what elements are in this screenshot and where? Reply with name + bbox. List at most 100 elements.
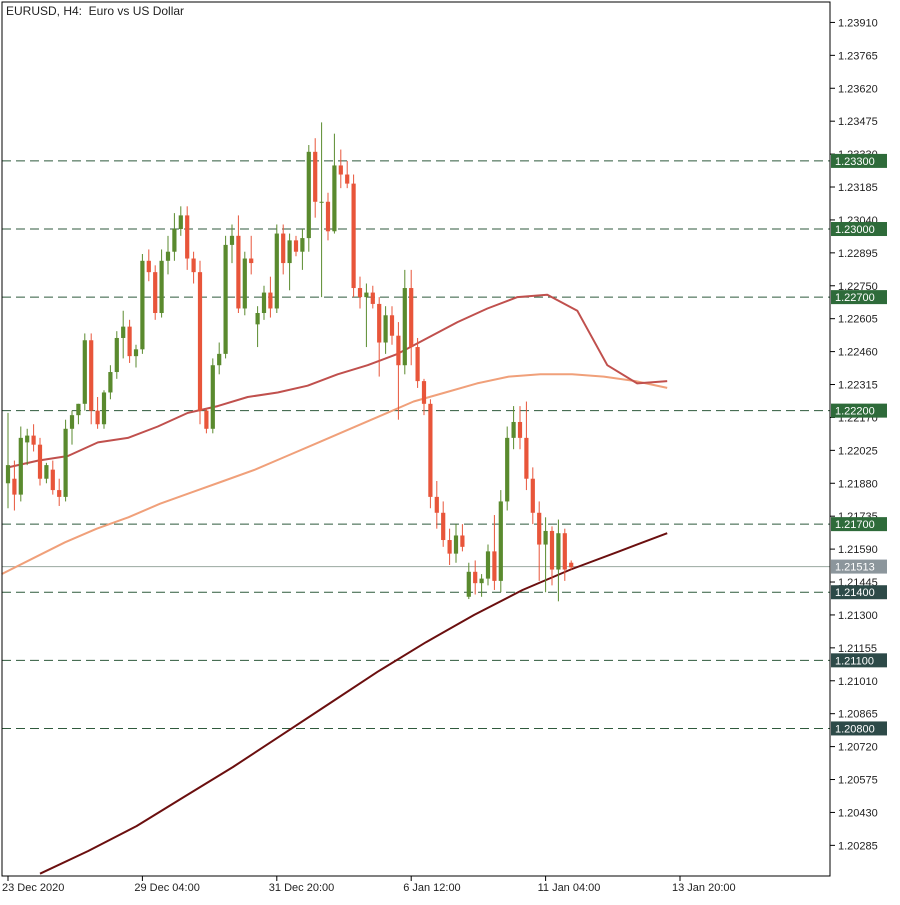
y-tick-label: 1.20285 <box>838 840 878 852</box>
level-label-bg <box>831 721 887 736</box>
candle-body <box>415 347 420 382</box>
candle-body <box>453 535 459 554</box>
candle-body <box>389 315 395 336</box>
candle-body <box>261 292 267 314</box>
axes: 1.239101.237651.236201.234751.233301.231… <box>1 1 878 894</box>
candle-body <box>473 571 478 584</box>
candle-body <box>127 326 132 357</box>
candle-body <box>447 540 452 554</box>
current-price-label: 1.21513 <box>835 562 875 574</box>
y-tick-label: 1.20430 <box>838 807 878 819</box>
y-tick-label: 1.21010 <box>838 676 878 688</box>
candle-body <box>505 437 510 502</box>
moving-average-mid <box>1 373 668 575</box>
candle-body <box>287 240 292 264</box>
candle-body <box>76 403 81 416</box>
candle-body <box>357 288 363 298</box>
candle-body <box>396 335 401 366</box>
candle-body <box>300 238 305 252</box>
candle-body <box>217 353 222 366</box>
price-labels: 1.23300 1.23000 1.22700 1.22200 1.21700 1.214… <box>831 153 887 736</box>
candle-body <box>377 303 382 343</box>
candle-body <box>517 421 523 438</box>
candle-body <box>511 421 516 438</box>
candle-body <box>89 340 94 411</box>
candle-body <box>281 233 286 264</box>
candle-body <box>351 183 356 289</box>
candle-body <box>133 349 139 357</box>
candle-body <box>556 533 561 570</box>
candle-body <box>25 435 30 443</box>
y-tick-label: 1.23620 <box>838 83 878 95</box>
candle-body <box>485 551 491 579</box>
candle-body <box>441 512 446 541</box>
candle-body <box>402 288 407 366</box>
candle-body <box>434 496 439 513</box>
candle-body <box>274 233 279 309</box>
y-tick-label: 1.21590 <box>838 544 878 556</box>
candle-body <box>101 392 107 425</box>
candle-body <box>108 372 113 393</box>
y-tick-label: 1.22315 <box>838 380 878 392</box>
y-tick-label: 1.20865 <box>838 709 878 721</box>
candle-body <box>5 465 11 484</box>
candle-body <box>50 469 55 491</box>
candle-body <box>537 512 542 545</box>
y-tick-label: 1.22895 <box>838 248 878 260</box>
candle-body <box>210 365 215 429</box>
candle-body <box>332 165 337 232</box>
level-label: 1.21100 <box>835 655 874 667</box>
candle-body <box>165 251 171 261</box>
level-label: 1.23300 <box>835 156 875 168</box>
candle-body <box>325 201 331 232</box>
candle-body <box>524 437 529 479</box>
candle-body <box>172 229 177 252</box>
level-label-bg <box>831 290 887 305</box>
x-tick-label: 13 Jan 20:00 <box>672 882 736 894</box>
level-label: 1.21400 <box>835 587 875 599</box>
candle-body <box>562 533 567 570</box>
candle-body <box>44 465 49 479</box>
candle-body <box>146 260 151 273</box>
candle-body <box>197 272 203 411</box>
candle-body <box>338 165 343 175</box>
candle-body <box>63 428 68 497</box>
candle-body <box>421 381 427 404</box>
y-tick-label: 1.20575 <box>838 775 878 787</box>
candle-body <box>229 235 235 245</box>
x-tick-label: 29 Dec 04:00 <box>134 882 199 894</box>
candle-body <box>57 490 62 497</box>
candle-body <box>242 258 247 309</box>
y-tick-label: 1.22605 <box>838 314 878 326</box>
x-tick-label: 6 Jan 12:00 <box>403 882 461 894</box>
candle-body <box>569 562 574 568</box>
candle-body <box>293 240 299 252</box>
x-tick-label: 23 Dec 2020 <box>2 882 64 894</box>
candles <box>5 122 574 602</box>
candle-body <box>466 571 471 597</box>
y-tick-label: 1.22750 <box>838 281 878 293</box>
candle-body <box>191 258 196 273</box>
candle-body <box>428 403 433 497</box>
candle-body <box>185 215 190 259</box>
candle-body <box>268 292 273 309</box>
candle-body <box>364 292 369 298</box>
candle-body <box>95 410 100 425</box>
candle-body <box>31 435 36 445</box>
level-label-bg <box>831 585 887 600</box>
level-label: 1.22700 <box>835 292 875 304</box>
y-tick-label: 1.22025 <box>838 445 878 457</box>
candle-body <box>82 340 87 404</box>
level-label: 1.21700 <box>835 519 875 531</box>
candle-body <box>223 244 228 354</box>
y-tick-label: 1.21155 <box>838 643 877 655</box>
candle-body <box>121 326 126 338</box>
candle-body <box>18 437 23 495</box>
level-label: 1.22200 <box>835 406 875 418</box>
candle-body <box>409 288 414 348</box>
candle-body <box>498 501 503 581</box>
support-resistance-levels <box>2 160 830 729</box>
candle-body <box>345 174 350 184</box>
